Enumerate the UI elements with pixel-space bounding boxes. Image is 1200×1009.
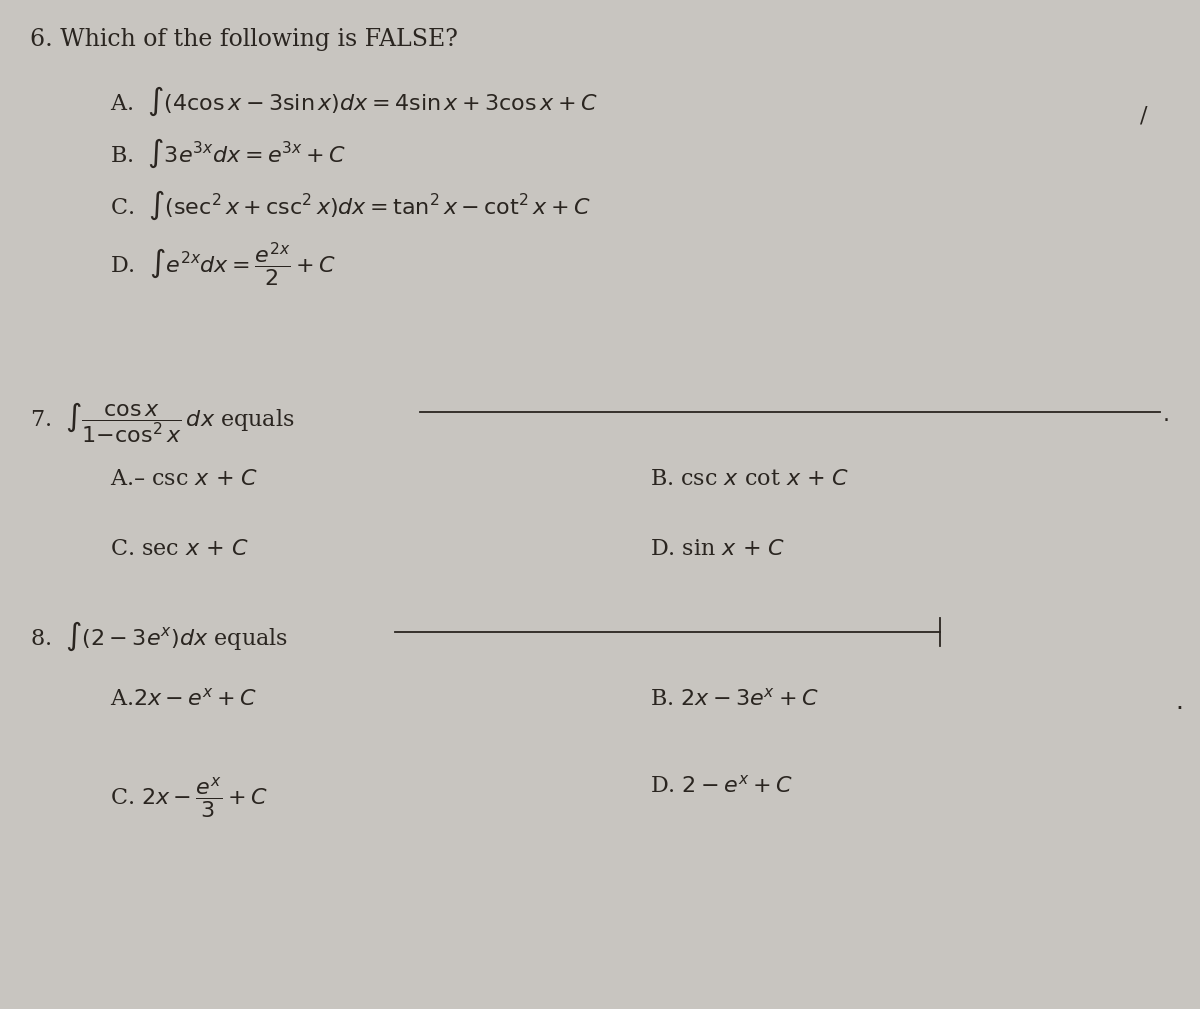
Text: D. $2 - e^x + C$: D. $2 - e^x + C$ (650, 775, 793, 797)
Text: C. sec $x$ + $C$: C. sec $x$ + $C$ (110, 538, 248, 560)
Text: D.  $\int e^{2x}dx = \dfrac{e^{2x}}{2} + C$: D. $\int e^{2x}dx = \dfrac{e^{2x}}{2} + … (110, 241, 336, 290)
Text: C. $2x - \dfrac{e^x}{3} + C$: C. $2x - \dfrac{e^x}{3} + C$ (110, 775, 268, 820)
Text: .: . (1163, 405, 1170, 425)
Text: /: / (1140, 105, 1147, 127)
Text: 7.  $\int \dfrac{\cos x}{1{-}\cos^2 x}\,dx$ equals: 7. $\int \dfrac{\cos x}{1{-}\cos^2 x}\,d… (30, 400, 295, 445)
Text: A.– csc $x$ + $C$: A.– csc $x$ + $C$ (110, 468, 258, 490)
Text: 8.  $\int (2 - 3e^x)dx$ equals: 8. $\int (2 - 3e^x)dx$ equals (30, 620, 288, 653)
Text: C.  $\int (\sec^2 x + \csc^2 x)dx = \tan^2 x - \cot^2 x + C$: C. $\int (\sec^2 x + \csc^2 x)dx = \tan^… (110, 189, 590, 222)
Text: .: . (1175, 690, 1183, 714)
Text: A.  $\int (4\cos x - 3\sin x)dx = 4\sin x + 3\cos x + C$: A. $\int (4\cos x - 3\sin x)dx = 4\sin x… (110, 85, 598, 118)
Text: A.$2x - e^x + C$: A.$2x - e^x + C$ (110, 688, 257, 710)
Text: B. $2x - 3e^x + C$: B. $2x - 3e^x + C$ (650, 688, 818, 710)
Text: B.  $\int 3e^{3x}dx = e^{3x} + C$: B. $\int 3e^{3x}dx = e^{3x} + C$ (110, 137, 347, 171)
Text: D. sin $x$ + $C$: D. sin $x$ + $C$ (650, 538, 785, 560)
Text: B. csc $x$ cot $x$ + $C$: B. csc $x$ cot $x$ + $C$ (650, 468, 850, 490)
Text: 6. Which of the following is FALSE?: 6. Which of the following is FALSE? (30, 28, 458, 51)
